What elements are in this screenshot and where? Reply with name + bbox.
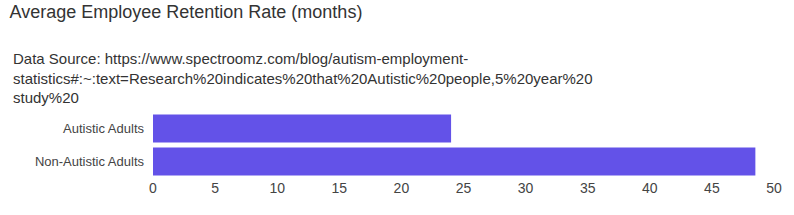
svg-text:15: 15 bbox=[332, 180, 348, 196]
svg-text:0: 0 bbox=[149, 180, 157, 196]
svg-text:45: 45 bbox=[704, 180, 720, 196]
svg-text:Data Source: https://www.spect: Data Source: https://www.spectroomz.com/… bbox=[13, 50, 593, 106]
svg-text:35: 35 bbox=[580, 180, 596, 196]
svg-text:Average Employee Retention Rat: Average Employee Retention Rate (months) bbox=[10, 2, 363, 22]
svg-text:50: 50 bbox=[766, 180, 782, 196]
svg-text:20: 20 bbox=[394, 180, 410, 196]
svg-text:Non-Autistic Adults: Non-Autistic Adults bbox=[35, 154, 145, 169]
svg-text:25: 25 bbox=[456, 180, 472, 196]
svg-text:5: 5 bbox=[211, 180, 219, 196]
svg-text:40: 40 bbox=[642, 180, 658, 196]
svg-text:Autistic Adults: Autistic Adults bbox=[63, 121, 144, 136]
svg-text:30: 30 bbox=[518, 180, 534, 196]
svg-text:10: 10 bbox=[269, 180, 285, 196]
